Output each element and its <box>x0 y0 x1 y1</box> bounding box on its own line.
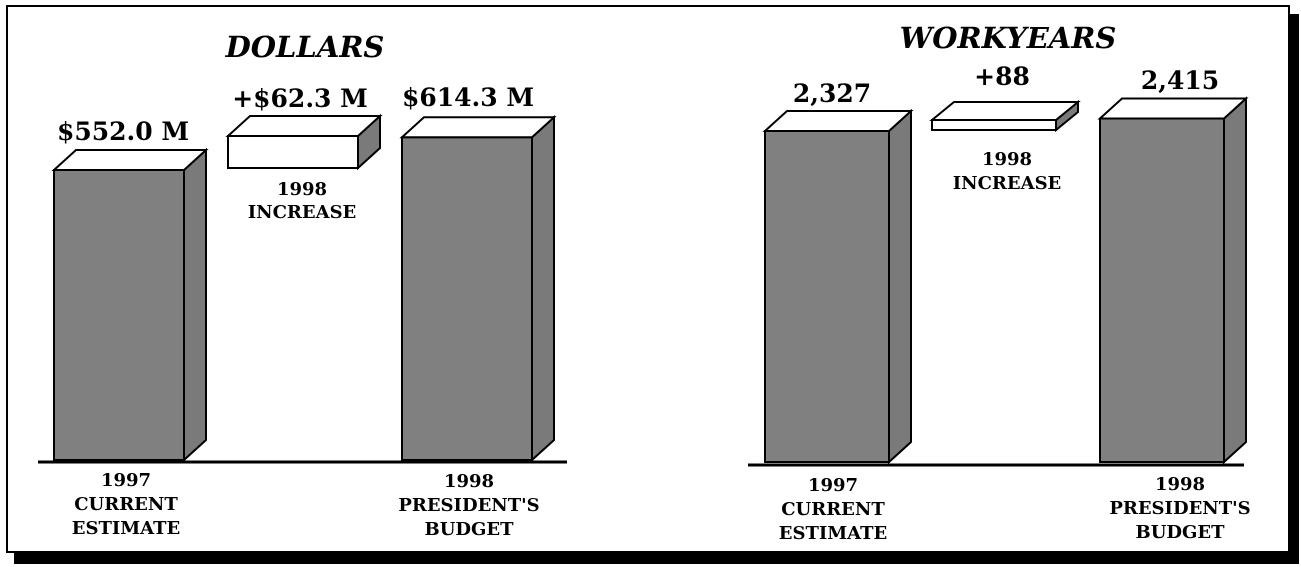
dollars-increase-box <box>225 113 383 171</box>
workyears-category-1997-line3: ESTIMATE <box>779 523 888 544</box>
w-bar1-top <box>1097 97 1249 120</box>
dollars-category-1998-year: 1998 <box>444 471 494 492</box>
w-inc-front <box>931 119 1057 131</box>
workyears-value-label-1997: 2,327 <box>793 79 871 108</box>
dollars-category-1998-line3: BUDGET <box>424 519 514 540</box>
workyears-chart: WORKYEARS 2,327 2,415 +88 1998 INCREASE … <box>748 21 1251 544</box>
workyears-increase-caption-year: 1998 <box>982 149 1032 170</box>
d-bar1-side <box>531 115 555 463</box>
d-bar0-top <box>51 149 209 171</box>
dollars-bar-1997 <box>51 147 209 463</box>
dollars-bar-1998 <box>399 115 557 463</box>
d-bar0-front <box>53 169 185 461</box>
dollars-category-1997-line3: ESTIMATE <box>72 518 181 539</box>
dollars-category-1998-line2: PRESIDENT'S <box>398 495 539 516</box>
workyears-category-1998-line3: BUDGET <box>1135 522 1225 543</box>
w-bar0-front <box>764 130 890 463</box>
workyears-bar-1998 <box>1097 96 1249 465</box>
dollars-value-label-1997: $552.0 M <box>57 117 189 146</box>
d-bar0-side <box>183 147 207 463</box>
d-bar1-front <box>401 136 533 461</box>
dollars-category-1997-line2: CURRENT <box>74 494 178 515</box>
dollars-increase-caption-year: 1998 <box>277 179 327 200</box>
workyears-title: WORKYEARS <box>900 21 1117 55</box>
workyears-category-1998-line2: PRESIDENT'S <box>1109 498 1250 519</box>
dollars-chart: DOLLARS $552.0 M $614.3 M +$62.3 M 1998 … <box>38 30 567 540</box>
workyears-category-1997-line2: CURRENT <box>781 499 885 520</box>
workyears-category-1998-year: 1998 <box>1155 474 1205 495</box>
workyears-category-1997-year: 1997 <box>808 475 858 496</box>
dollars-increase-caption-text: INCREASE <box>248 202 357 223</box>
w-bar0-top <box>762 110 914 132</box>
dollars-title: DOLLARS <box>225 30 385 64</box>
workyears-value-label-1998: 2,415 <box>1141 66 1219 95</box>
d-inc-top <box>225 115 383 137</box>
w-inc-top <box>929 101 1081 121</box>
dollars-increase-label: +$62.3 M <box>232 84 368 113</box>
d-bar1-top <box>399 116 557 139</box>
dollars-category-1997-year: 1997 <box>101 470 151 491</box>
workyears-increase-box <box>929 99 1081 133</box>
workyears-increase-label: +88 <box>974 62 1030 91</box>
workyears-bar-1997 <box>762 108 914 465</box>
workyears-increase-caption-text: INCREASE <box>953 173 1062 194</box>
dollars-value-label-1998: $614.3 M <box>402 83 534 112</box>
w-bar1-side <box>1223 96 1247 465</box>
d-inc-front <box>227 135 359 169</box>
w-bar0-side <box>888 108 912 465</box>
w-bar1-front <box>1099 117 1225 463</box>
